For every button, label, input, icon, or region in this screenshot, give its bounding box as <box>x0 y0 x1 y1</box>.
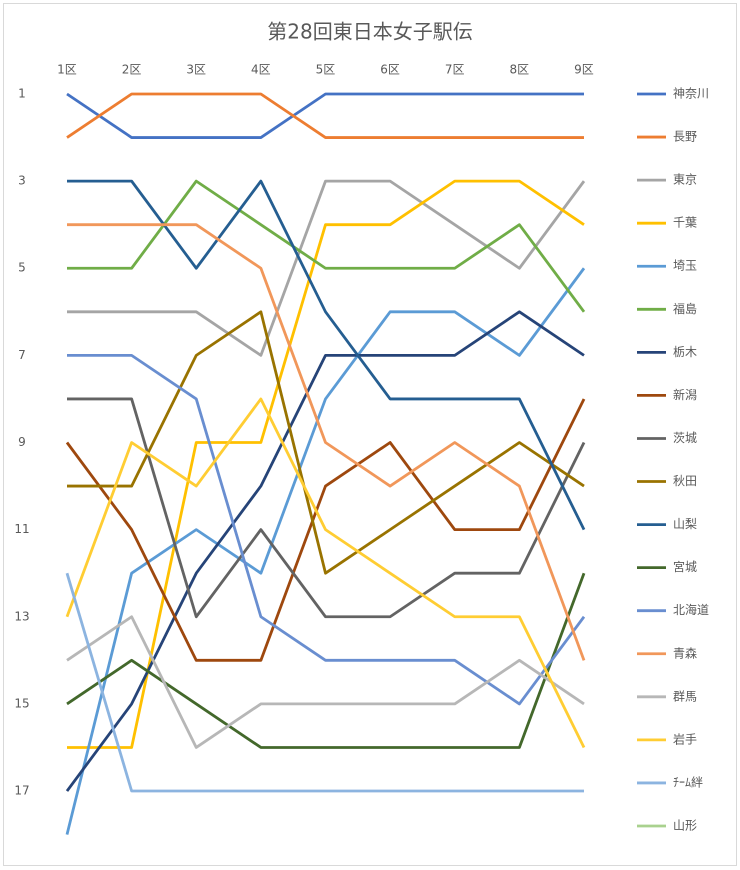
legend-label: 東京 <box>673 173 697 187</box>
legend-label: 神奈川 <box>673 87 709 101</box>
series-line <box>67 310 585 575</box>
legend-label: 長野 <box>673 130 697 144</box>
series-line <box>65 397 586 749</box>
x-tick-label: 8区 <box>510 63 530 77</box>
legend-label: 岩手 <box>673 731 697 746</box>
chart-border <box>3 3 737 866</box>
legend-label: 秋田 <box>673 474 697 488</box>
series-line <box>66 615 585 749</box>
series-line <box>67 179 586 357</box>
y-tick-label: 1 <box>18 86 26 100</box>
legend-label: 北海道 <box>673 602 709 617</box>
series-line <box>65 572 584 793</box>
x-tick-label: 9区 <box>574 63 594 77</box>
x-tick-label: 1区 <box>57 63 77 77</box>
legend-label: ﾁｰﾑ絆 <box>673 774 703 789</box>
series-line <box>67 353 586 706</box>
y-tick-label: 5 <box>18 261 26 275</box>
y-tick-label: 7 <box>18 348 26 362</box>
x-tick-label: 4区 <box>251 63 271 77</box>
y-tick-label: 9 <box>18 435 26 449</box>
legend-label: 福島 <box>673 301 697 316</box>
chart-title: 第28回東日本女子駅伝 <box>267 20 472 44</box>
y-tick-label: 11 <box>14 522 29 536</box>
legend-label: 山形 <box>673 819 697 833</box>
legend-label: 群馬 <box>673 689 697 703</box>
legend-label: 宮城 <box>673 559 697 574</box>
series-line <box>67 179 586 313</box>
y-tick-label: 17 <box>14 784 29 798</box>
legend-label: 栃木 <box>673 345 697 359</box>
series-line <box>66 92 584 139</box>
series-line <box>67 223 586 661</box>
series-line <box>67 179 585 749</box>
series-line <box>67 397 586 619</box>
y-tick-label: 3 <box>18 174 26 188</box>
legend-label: 千葉 <box>673 216 697 230</box>
y-tick-label: 15 <box>14 696 29 710</box>
x-tick-label: 7区 <box>445 63 465 77</box>
series-line <box>65 267 586 835</box>
legend-label: 埼玉 <box>673 259 697 273</box>
series-line <box>65 398 586 662</box>
legend-label: 茨城 <box>673 431 697 445</box>
series-line <box>66 92 584 139</box>
legend-label: 山梨 <box>673 517 697 531</box>
x-tick-label: 5区 <box>316 63 336 77</box>
x-tick-label: 2区 <box>122 63 142 77</box>
y-tick-label: 13 <box>14 609 29 623</box>
legend-label: 青森 <box>673 645 697 660</box>
x-tick-label: 3区 <box>186 63 206 77</box>
series-line <box>66 572 586 749</box>
x-tick-label: 6区 <box>380 63 400 77</box>
legend-label: 新潟 <box>673 387 697 402</box>
series-line <box>67 179 586 531</box>
